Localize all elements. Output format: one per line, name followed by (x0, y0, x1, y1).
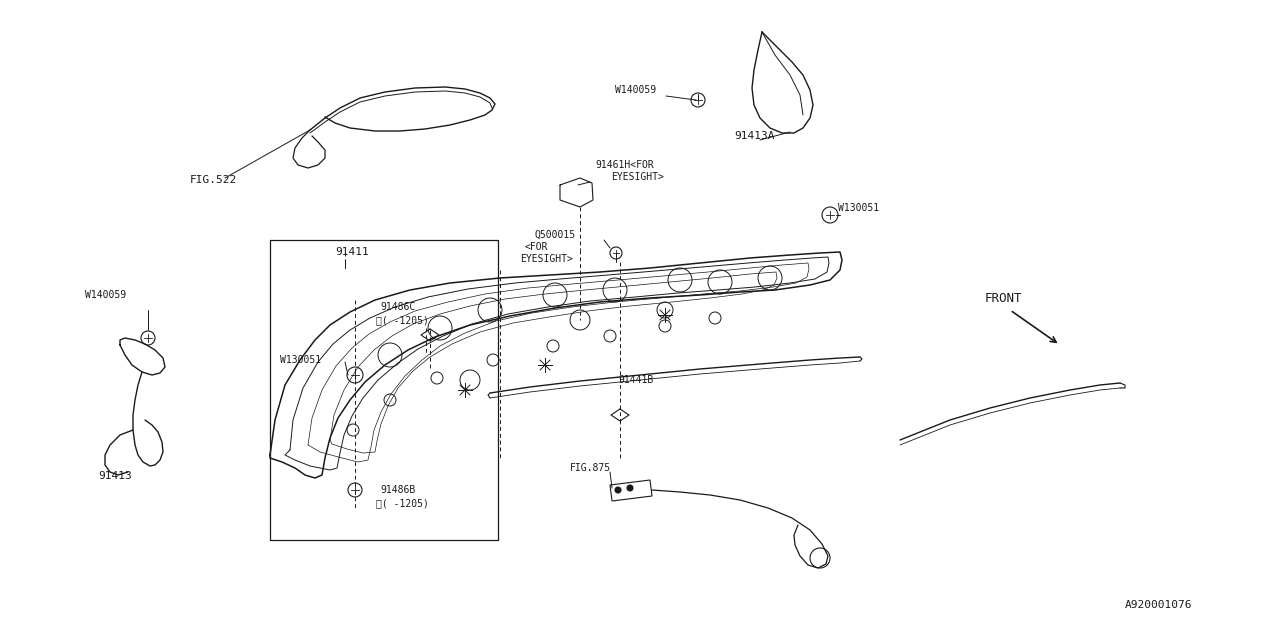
Text: Q500015: Q500015 (534, 230, 575, 240)
Text: W130051: W130051 (280, 355, 321, 365)
Circle shape (627, 485, 634, 491)
Text: W140059: W140059 (614, 85, 657, 95)
Text: 91413A: 91413A (733, 131, 774, 141)
Text: A920001076: A920001076 (1125, 600, 1193, 610)
Text: 91411: 91411 (335, 247, 369, 257)
Text: 91413: 91413 (99, 471, 132, 481)
Text: 91461H<FOR: 91461H<FOR (595, 160, 654, 170)
Text: 91441B: 91441B (618, 375, 653, 385)
Text: ※( -1205): ※( -1205) (376, 498, 429, 508)
Text: <FOR: <FOR (525, 242, 549, 252)
Text: 91486C: 91486C (380, 302, 415, 312)
Text: W140059: W140059 (84, 290, 127, 300)
Text: W130051: W130051 (838, 203, 879, 213)
Text: ※( -1205): ※( -1205) (376, 315, 429, 325)
Text: FRONT: FRONT (986, 291, 1023, 305)
Circle shape (614, 487, 621, 493)
Text: EYESIGHT>: EYESIGHT> (611, 172, 664, 182)
Text: EYESIGHT>: EYESIGHT> (520, 254, 573, 264)
Text: 91486B: 91486B (380, 485, 415, 495)
Text: FIG.522: FIG.522 (189, 175, 237, 185)
Text: FIG.875: FIG.875 (570, 463, 611, 473)
